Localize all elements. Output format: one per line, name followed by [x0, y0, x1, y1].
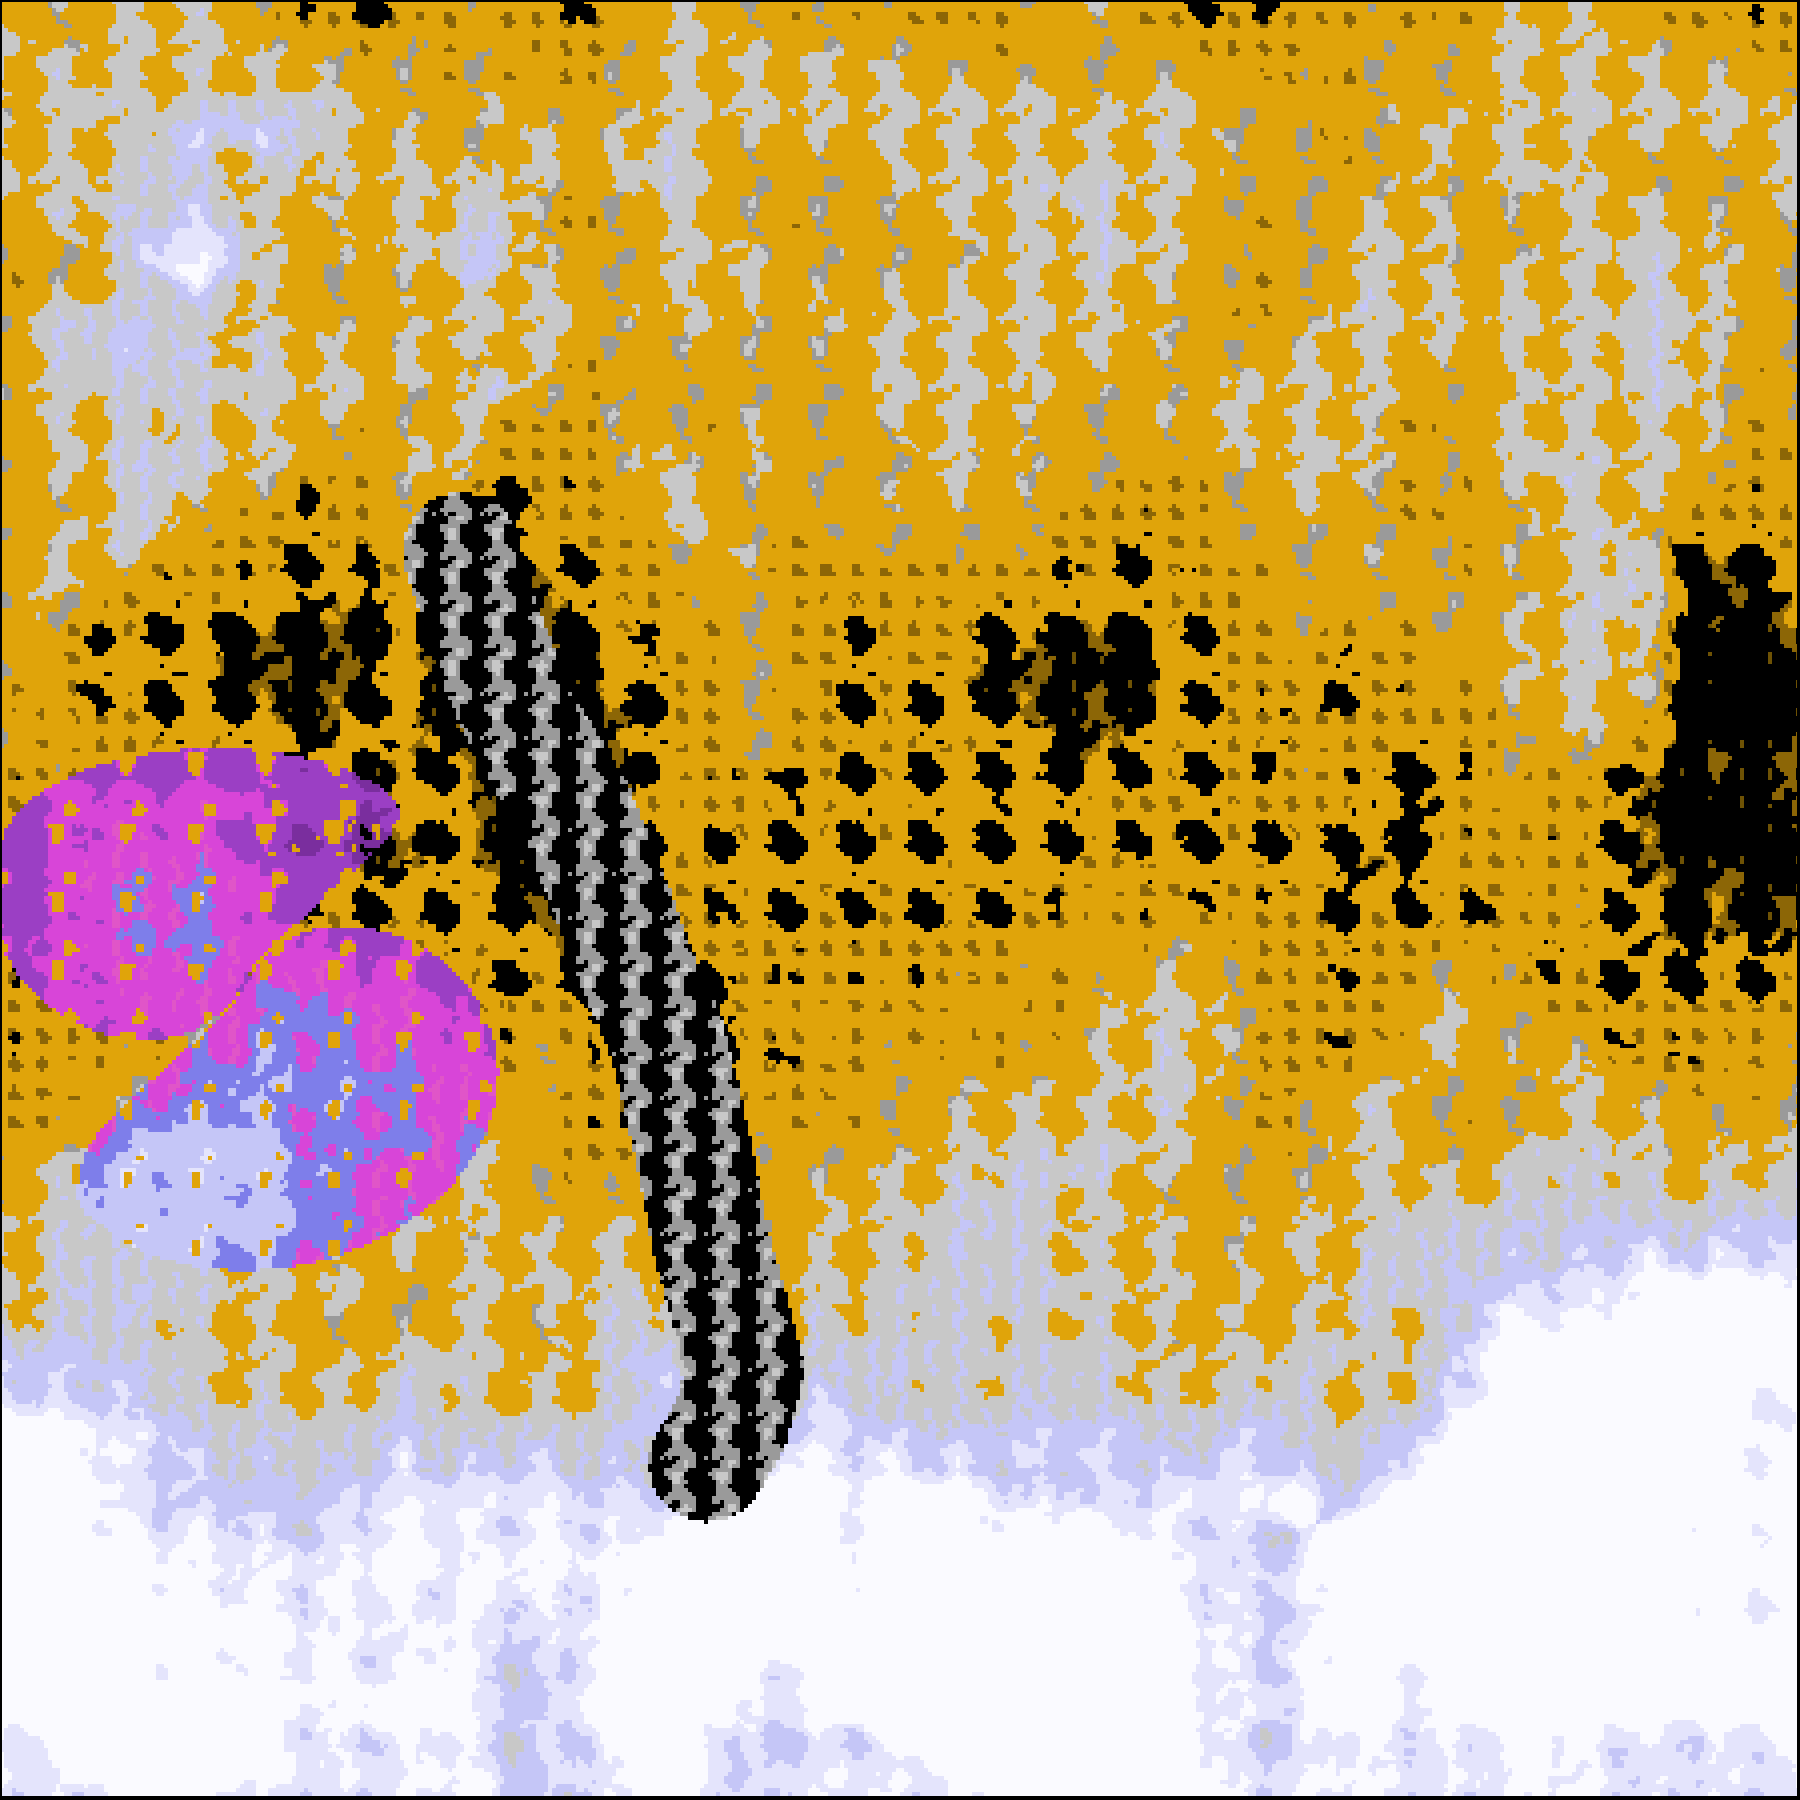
satellite-image-viewport: Posterized false-color satellite composi… — [0, 0, 1800, 1800]
posterized-satellite-image — [0, 0, 1800, 1800]
